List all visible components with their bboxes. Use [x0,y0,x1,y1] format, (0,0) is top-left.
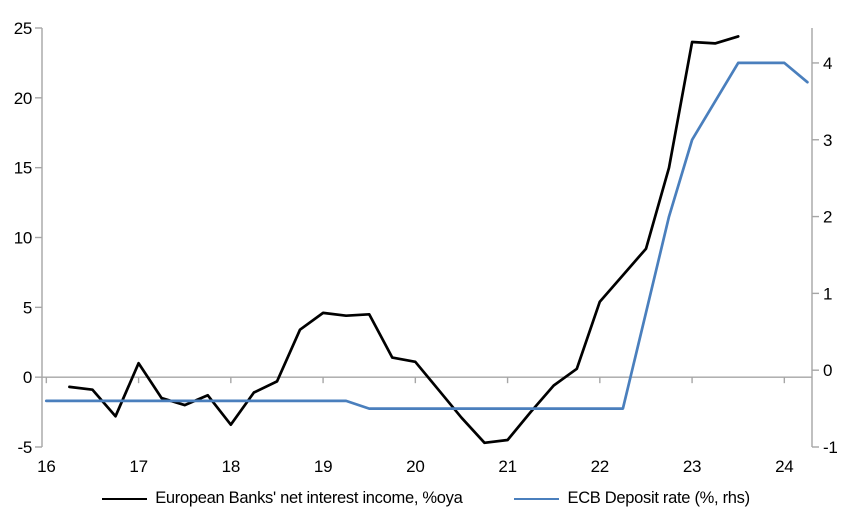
x-axis-tick-label: 16 [37,457,55,476]
series-line-1 [44,61,809,410]
right-axis-tick-label: 3 [823,131,832,150]
x-axis-tick-label: 24 [775,457,793,476]
left-axis-tick-label: 5 [23,298,32,317]
right-axis-tick-label: 1 [823,284,832,303]
right-axis-tick-label: 0 [823,361,832,380]
left-axis-tick-label: 20 [14,89,32,108]
x-axis-tick-label: 17 [129,457,147,476]
legend: European Banks' net interest income, %oy… [0,489,852,508]
legend-item-net-interest-income: European Banks' net interest income, %oy… [102,489,463,508]
legend-label-net-interest-income: European Banks' net interest income, %oy… [155,489,463,507]
left-axis-tick-label: 10 [14,229,32,248]
x-axis-tick-label: 19 [314,457,332,476]
x-axis-tick-label: 20 [406,457,424,476]
left-axis-tick-label: 0 [23,368,32,387]
left-axis-tick-label: 15 [14,159,32,178]
x-axis-tick-label: 23 [683,457,701,476]
right-axis-tick-label: -1 [823,438,838,457]
blue-line-sample [514,497,560,500]
legend-label-ecb-deposit-rate: ECB Deposit rate (%, rhs) [567,489,750,507]
x-axis-tick-label: 22 [591,457,609,476]
right-axis-tick-label: 2 [823,208,832,227]
x-axis-tick-label: 21 [498,457,516,476]
legend-item-ecb-deposit-rate: ECB Deposit rate (%, rhs) [514,489,750,508]
right-axis-tick-label: 4 [823,54,832,73]
x-axis-tick-label: 18 [222,457,240,476]
series-line-0 [68,35,740,445]
black-line-sample [102,497,148,500]
left-axis-tick-label: -5 [17,438,32,457]
left-axis-tick-label: 25 [14,19,32,38]
